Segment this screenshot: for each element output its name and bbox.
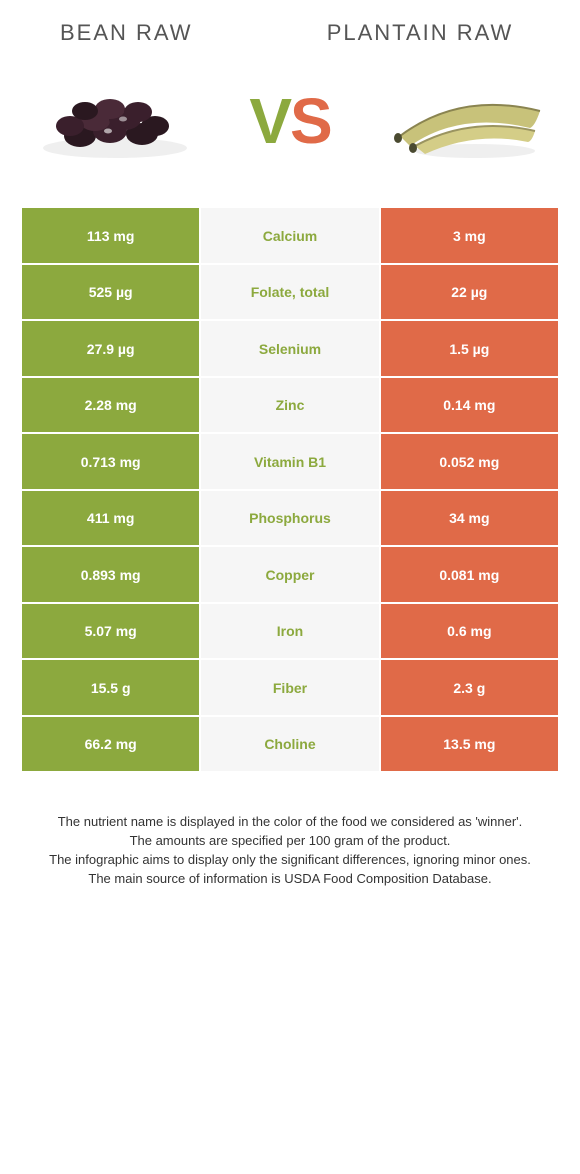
right-value-cell: 0.081 mg bbox=[380, 546, 559, 603]
table-row: 5.07 mgIron0.6 mg bbox=[21, 603, 559, 660]
nutrient-name-cell: Phosphorus bbox=[200, 490, 379, 547]
nutrient-name-cell: Calcium bbox=[200, 207, 379, 264]
table-row: 0.893 mgCopper0.081 mg bbox=[21, 546, 559, 603]
left-food-image bbox=[30, 76, 200, 166]
vs-row: VS bbox=[0, 56, 580, 206]
right-value-cell: 34 mg bbox=[380, 490, 559, 547]
left-value-cell: 66.2 mg bbox=[21, 716, 200, 773]
left-value-cell: 113 mg bbox=[21, 207, 200, 264]
footer-line: The amounts are specified per 100 gram o… bbox=[30, 832, 550, 851]
vs-s: S bbox=[290, 84, 331, 158]
right-value-cell: 0.14 mg bbox=[380, 377, 559, 434]
footer-line: The nutrient name is displayed in the co… bbox=[30, 813, 550, 832]
table-row: 0.713 mgVitamin B10.052 mg bbox=[21, 433, 559, 490]
table-row: 411 mgPhosphorus34 mg bbox=[21, 490, 559, 547]
nutrient-name-cell: Zinc bbox=[200, 377, 379, 434]
right-food-title: PLANTAIN RAW bbox=[300, 20, 540, 46]
header-row: BEAN RAW PLANTAIN RAW bbox=[0, 0, 580, 56]
right-value-cell: 2.3 g bbox=[380, 659, 559, 716]
nutrient-name-cell: Copper bbox=[200, 546, 379, 603]
footer-line: The infographic aims to display only the… bbox=[30, 851, 550, 870]
table-row: 27.9 µgSelenium1.5 µg bbox=[21, 320, 559, 377]
vs-v: V bbox=[249, 84, 290, 158]
left-value-cell: 27.9 µg bbox=[21, 320, 200, 377]
left-value-cell: 0.713 mg bbox=[21, 433, 200, 490]
nutrient-name-cell: Vitamin B1 bbox=[200, 433, 379, 490]
nutrient-name-cell: Iron bbox=[200, 603, 379, 660]
right-food-image bbox=[380, 76, 550, 166]
left-value-cell: 411 mg bbox=[21, 490, 200, 547]
right-value-cell: 3 mg bbox=[380, 207, 559, 264]
right-value-cell: 0.6 mg bbox=[380, 603, 559, 660]
table-row: 525 µgFolate, total22 µg bbox=[21, 264, 559, 321]
table-row: 2.28 mgZinc0.14 mg bbox=[21, 377, 559, 434]
left-value-cell: 15.5 g bbox=[21, 659, 200, 716]
vs-label: VS bbox=[249, 84, 330, 158]
right-value-cell: 1.5 µg bbox=[380, 320, 559, 377]
table-row: 15.5 gFiber2.3 g bbox=[21, 659, 559, 716]
left-food-title: BEAN RAW bbox=[40, 20, 300, 46]
footer-notes: The nutrient name is displayed in the co… bbox=[0, 773, 580, 888]
table-row: 113 mgCalcium3 mg bbox=[21, 207, 559, 264]
nutrient-name-cell: Choline bbox=[200, 716, 379, 773]
right-value-cell: 22 µg bbox=[380, 264, 559, 321]
left-value-cell: 0.893 mg bbox=[21, 546, 200, 603]
right-value-cell: 13.5 mg bbox=[380, 716, 559, 773]
footer-line: The main source of information is USDA F… bbox=[30, 870, 550, 889]
comparison-table: 113 mgCalcium3 mg525 µgFolate, total22 µ… bbox=[20, 206, 560, 773]
nutrient-name-cell: Fiber bbox=[200, 659, 379, 716]
nutrient-name-cell: Selenium bbox=[200, 320, 379, 377]
right-value-cell: 0.052 mg bbox=[380, 433, 559, 490]
table-row: 66.2 mgCholine13.5 mg bbox=[21, 716, 559, 773]
left-value-cell: 525 µg bbox=[21, 264, 200, 321]
beans-icon bbox=[30, 76, 200, 166]
plantain-icon bbox=[380, 76, 550, 166]
left-value-cell: 2.28 mg bbox=[21, 377, 200, 434]
left-value-cell: 5.07 mg bbox=[21, 603, 200, 660]
nutrient-name-cell: Folate, total bbox=[200, 264, 379, 321]
